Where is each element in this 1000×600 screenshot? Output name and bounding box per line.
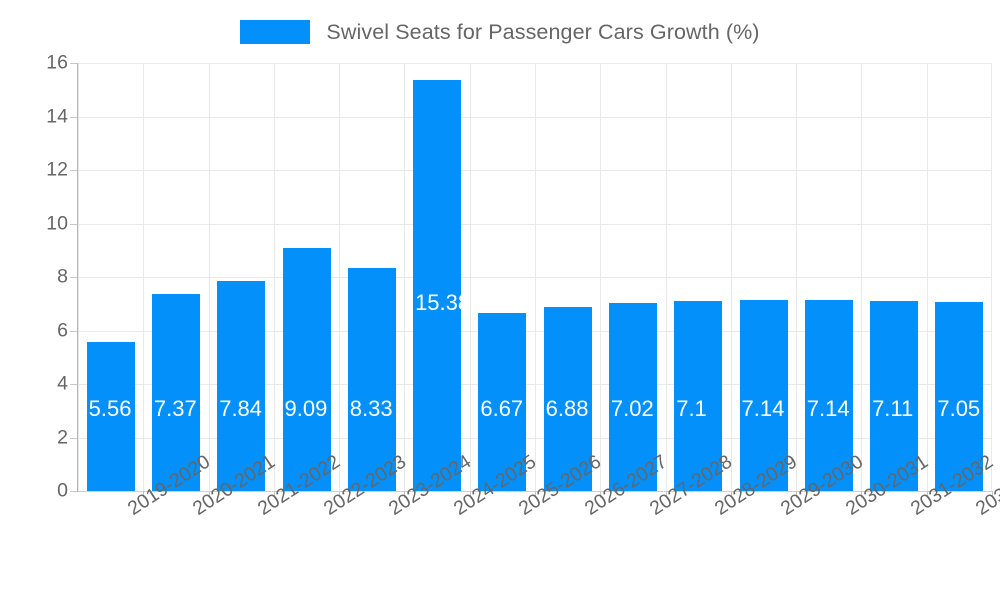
bar[interactable] [413, 79, 462, 491]
x-axis-tick-label: 2030-2031 [842, 451, 932, 520]
y-axis-labels: 0 2 4 6 8 10 12 14 16 [0, 53, 68, 500]
x-axis-tick-mark [143, 491, 144, 498]
x-axis-tick-label: 2019-2020 [124, 451, 214, 520]
bar[interactable] [217, 281, 266, 491]
y-axis-tick-label: 14 [46, 104, 68, 127]
y-axis-tick-mark [70, 491, 77, 492]
x-gridline [991, 63, 992, 491]
bar[interactable] [543, 306, 592, 491]
y-axis-tick-label: 6 [57, 318, 68, 341]
x-axis-tick-mark [404, 491, 405, 498]
y-axis-tick-label: 8 [57, 265, 68, 288]
y-axis-tick-mark [70, 330, 77, 332]
y-axis-tick-mark [70, 437, 77, 439]
y-axis-tick-mark [70, 277, 77, 278]
y-axis-tick-label: 12 [46, 158, 68, 181]
x-axis-tick-label: 2021-2022 [254, 451, 344, 520]
x-gridline [796, 63, 797, 491]
bar[interactable] [739, 300, 788, 491]
x-gridline [731, 63, 732, 491]
x-axis-tick-mark [927, 491, 928, 498]
x-axis-tick-mark [861, 491, 862, 498]
x-gridline [274, 63, 275, 491]
x-axis-tick-mark [666, 491, 667, 498]
bar[interactable] [804, 300, 853, 491]
bar[interactable] [282, 247, 331, 491]
x-axis-tick-mark [731, 491, 732, 498]
chart-legend: Swivel Seats for Passenger Cars Growth (… [0, 14, 1000, 50]
bar[interactable] [935, 302, 984, 491]
x-gridline [861, 63, 862, 491]
bar[interactable] [478, 312, 527, 491]
x-axis-tick-label: 2022-2023 [319, 451, 409, 520]
y-axis-tick-mark [70, 384, 77, 385]
x-gridline [143, 63, 144, 491]
x-axis-tick-label: 2024-2025 [450, 451, 540, 520]
x-axis-tick-label: 2023-2024 [385, 451, 475, 520]
bar[interactable] [608, 303, 657, 491]
x-axis-tick-mark [209, 491, 210, 498]
y-axis-line [77, 63, 78, 492]
y-axis-tick-marks [0, 63, 78, 492]
bar[interactable] [151, 293, 200, 491]
plot-area: 5.56 7.37 7.84 9.09 8.33 15.38 6.67 6.88 7.02 7.1… [77, 63, 992, 492]
x-gridline [535, 63, 536, 491]
x-axis-labels: 2019-20202020-20212021-20222022-20232023… [78, 450, 1000, 600]
x-axis-tick-mark [992, 491, 993, 498]
bar[interactable] [870, 300, 919, 491]
y-axis-tick-label: 2 [57, 425, 68, 448]
y-axis-tick-label: 0 [57, 479, 68, 502]
x-axis-tick-label: 2029-2030 [776, 451, 866, 520]
x-axis-tick-label: 2027-2028 [646, 451, 736, 520]
x-gridline [339, 63, 340, 491]
x-gridline [666, 63, 667, 491]
y-axis-tick-mark [70, 170, 77, 171]
x-gridline [209, 63, 210, 491]
y-axis-tick-mark [70, 116, 77, 118]
x-axis-tick-mark [470, 491, 471, 498]
x-axis-tick-label: 2028-2029 [711, 451, 801, 520]
x-gridline [78, 63, 79, 491]
legend-label: Swivel Seats for Passenger Cars Growth (… [326, 19, 760, 44]
x-gridline [927, 63, 928, 491]
legend-color-swatch [240, 20, 311, 44]
x-axis-tick-mark [535, 491, 536, 498]
x-axis-tick-label: 2031-2032 [907, 451, 997, 520]
x-axis-tick-mark [339, 491, 340, 498]
x-axis-tick-label: 2032-2033 [972, 450, 1000, 520]
y-axis-tick-label: 16 [46, 51, 68, 74]
bar[interactable] [347, 268, 396, 491]
y-axis-tick-label: 4 [57, 372, 68, 395]
y-axis-tick-label: 10 [46, 211, 68, 234]
y-axis-tick-mark [70, 63, 77, 64]
x-gridline [404, 63, 405, 491]
x-axis-tick-label: 2025-2026 [515, 451, 605, 520]
x-axis-tick-mark [274, 491, 275, 498]
y-axis-tick-mark [70, 223, 77, 225]
x-axis-tick-label: 2026-2027 [581, 451, 671, 520]
x-axis-tick-mark [600, 491, 601, 498]
x-gridline [600, 63, 601, 491]
x-axis-tick-label: 2020-2021 [189, 451, 279, 520]
bar[interactable] [86, 342, 135, 491]
x-gridline [470, 63, 471, 491]
x-axis-tick-mark [796, 491, 797, 498]
bar[interactable] [674, 301, 723, 491]
